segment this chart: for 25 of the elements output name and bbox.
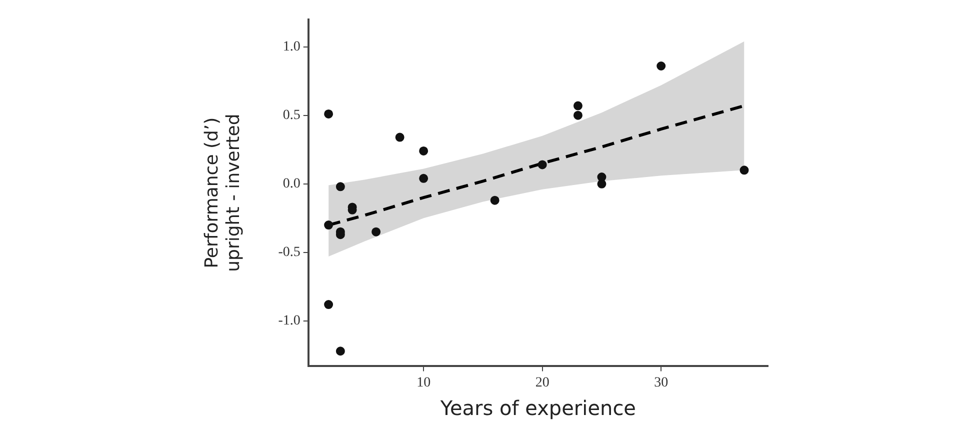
x-tick-label: 20 [535, 375, 550, 390]
point [372, 227, 381, 236]
y-axis-title: Performance (d’) upright - inverted [201, 114, 244, 272]
point [419, 174, 428, 183]
point [336, 182, 345, 192]
point [324, 109, 334, 118]
point [656, 62, 666, 71]
point [573, 110, 582, 120]
y-tick-label: -1.0 [278, 314, 300, 329]
point [490, 196, 500, 205]
x-tick-label: 10 [416, 375, 431, 390]
point [573, 101, 582, 110]
point [395, 132, 404, 142]
point [419, 146, 428, 156]
point [538, 160, 547, 170]
y-tick-label: 0.0 [282, 176, 300, 192]
y-tick-label: -0.5 [278, 245, 300, 260]
point [324, 220, 334, 230]
x-axis-title: Years of experience [439, 396, 636, 420]
y-tick-label: 1.0 [282, 39, 300, 54]
y-tick-label: 0.5 [282, 108, 300, 124]
point [740, 166, 749, 175]
point [336, 346, 345, 356]
point [324, 300, 334, 310]
x-tick-label: 30 [654, 375, 668, 390]
